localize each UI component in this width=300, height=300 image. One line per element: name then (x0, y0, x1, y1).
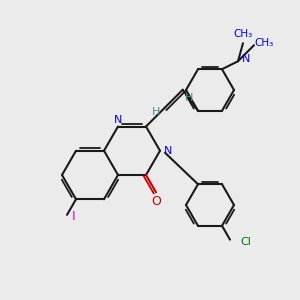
Text: CH₃: CH₃ (233, 29, 253, 39)
Text: O: O (151, 195, 161, 208)
Text: N: N (164, 146, 172, 156)
Text: H: H (152, 107, 160, 117)
Text: N: N (114, 115, 122, 124)
Text: CH₃: CH₃ (254, 38, 274, 48)
Text: I: I (72, 210, 76, 223)
Text: N: N (242, 54, 250, 64)
Text: Cl: Cl (240, 237, 251, 247)
Text: H: H (184, 93, 193, 103)
